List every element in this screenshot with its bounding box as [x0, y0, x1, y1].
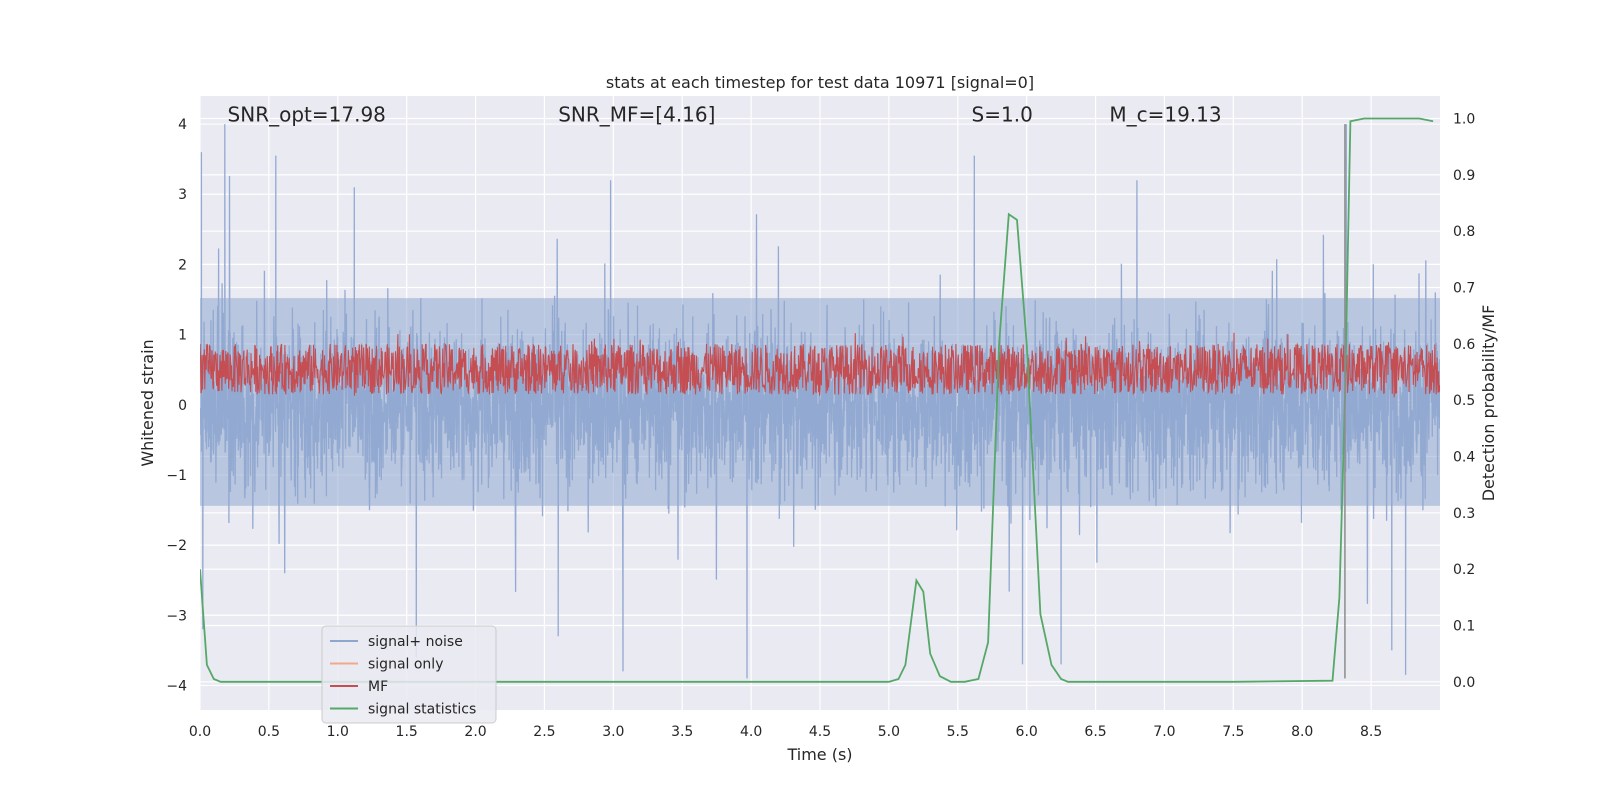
y-right-tick-label: 0.2 — [1453, 562, 1475, 578]
x-tick-label: 6.5 — [1084, 724, 1106, 740]
x-tick-label: 7.5 — [1222, 724, 1244, 740]
y-left-tick-label: 0 — [178, 398, 187, 414]
x-tick-label: 2.5 — [533, 724, 555, 740]
x-tick-label: 2.0 — [464, 724, 486, 740]
y-left-tick-label: −1 — [166, 468, 187, 484]
annotations: SNR_opt=17.98 SNR_MF=[4.16] S=1.0 M_c=19.13 — [228, 103, 1222, 127]
y-right-tick-label: 0.5 — [1453, 393, 1475, 409]
legend-label: signal statistics — [368, 702, 476, 718]
x-tick-label: 6.0 — [1016, 724, 1038, 740]
x-tick-labels: 0.0 0.5 1.0 1.5 2.0 2.5 3.0 3.5 4.0 4.5 5.0 5.5 6.0 6… — [189, 724, 1382, 740]
y-left-tick-label: 1 — [178, 328, 187, 344]
legend-label: signal only — [368, 657, 443, 673]
y-left-tick-label: 2 — [178, 257, 187, 273]
x-axis-label: Time (s) — [786, 745, 852, 764]
annotation-snr-opt: SNR_opt=17.98 — [228, 103, 386, 127]
annotation-s-value: S=1.0 — [972, 103, 1033, 127]
x-tick-label: 3.0 — [602, 724, 624, 740]
y-right-tick-label: 0.3 — [1453, 506, 1475, 522]
x-tick-label: 8.0 — [1291, 724, 1313, 740]
y-right-tick-label: 0.9 — [1453, 168, 1475, 184]
y-right-tick-label: 0.4 — [1453, 450, 1475, 466]
y-left-tick-labels: −4 −3 −2 −1 0 1 2 3 4 — [166, 117, 187, 694]
legend-box — [321, 625, 497, 724]
series-signal-noise-band — [200, 298, 1440, 506]
y-right-tick-label: 0.7 — [1453, 281, 1475, 297]
legend: signal+ noise signal only MF signal statist… — [321, 625, 497, 724]
y-right-tick-label: 0.0 — [1453, 675, 1475, 691]
x-tick-label: 1.5 — [396, 724, 418, 740]
legend-label: MF — [368, 679, 388, 695]
x-tick-label: 0.5 — [258, 724, 280, 740]
y-left-tick-label: 4 — [178, 117, 187, 133]
x-tick-label: 4.0 — [740, 724, 762, 740]
x-tick-label: 0.0 — [189, 724, 211, 740]
y-left-tick-label: −2 — [166, 538, 187, 554]
annotation-mc-value: M_c=19.13 — [1109, 103, 1221, 127]
legend-label: signal+ noise — [368, 634, 463, 650]
y-left-axis-label: Whitened strain — [138, 339, 157, 466]
y-right-tick-label: 0.1 — [1453, 619, 1475, 635]
annotation-snr-mf: SNR_MF=[4.16] — [558, 103, 715, 127]
x-tick-label: 4.5 — [809, 724, 831, 740]
x-tick-label: 8.5 — [1360, 724, 1382, 740]
x-tick-label: 3.5 — [671, 724, 693, 740]
y-left-tick-label: −3 — [166, 608, 187, 624]
y-right-tick-label: 1.0 — [1453, 112, 1475, 128]
y-left-tick-label: −4 — [166, 678, 187, 694]
y-right-axis-label: Detection probability/MF — [1479, 305, 1498, 502]
x-tick-label: 7.0 — [1153, 724, 1175, 740]
x-tick-label: 5.0 — [878, 724, 900, 740]
y-right-tick-labels: 0.0 0.1 0.2 0.3 0.4 0.5 0.6 0.7 0.8 0.9 1.0 — [1453, 112, 1475, 691]
y-right-tick-label: 0.8 — [1453, 224, 1475, 240]
chart-title: stats at each timestep for test data 109… — [606, 73, 1034, 92]
y-right-tick-label: 0.6 — [1453, 337, 1475, 353]
x-tick-label: 1.0 — [327, 724, 349, 740]
y-left-tick-label: 3 — [178, 187, 187, 203]
x-tick-label: 5.5 — [947, 724, 969, 740]
series-mf — [200, 332, 1440, 398]
series-layer — [200, 117, 1440, 683]
